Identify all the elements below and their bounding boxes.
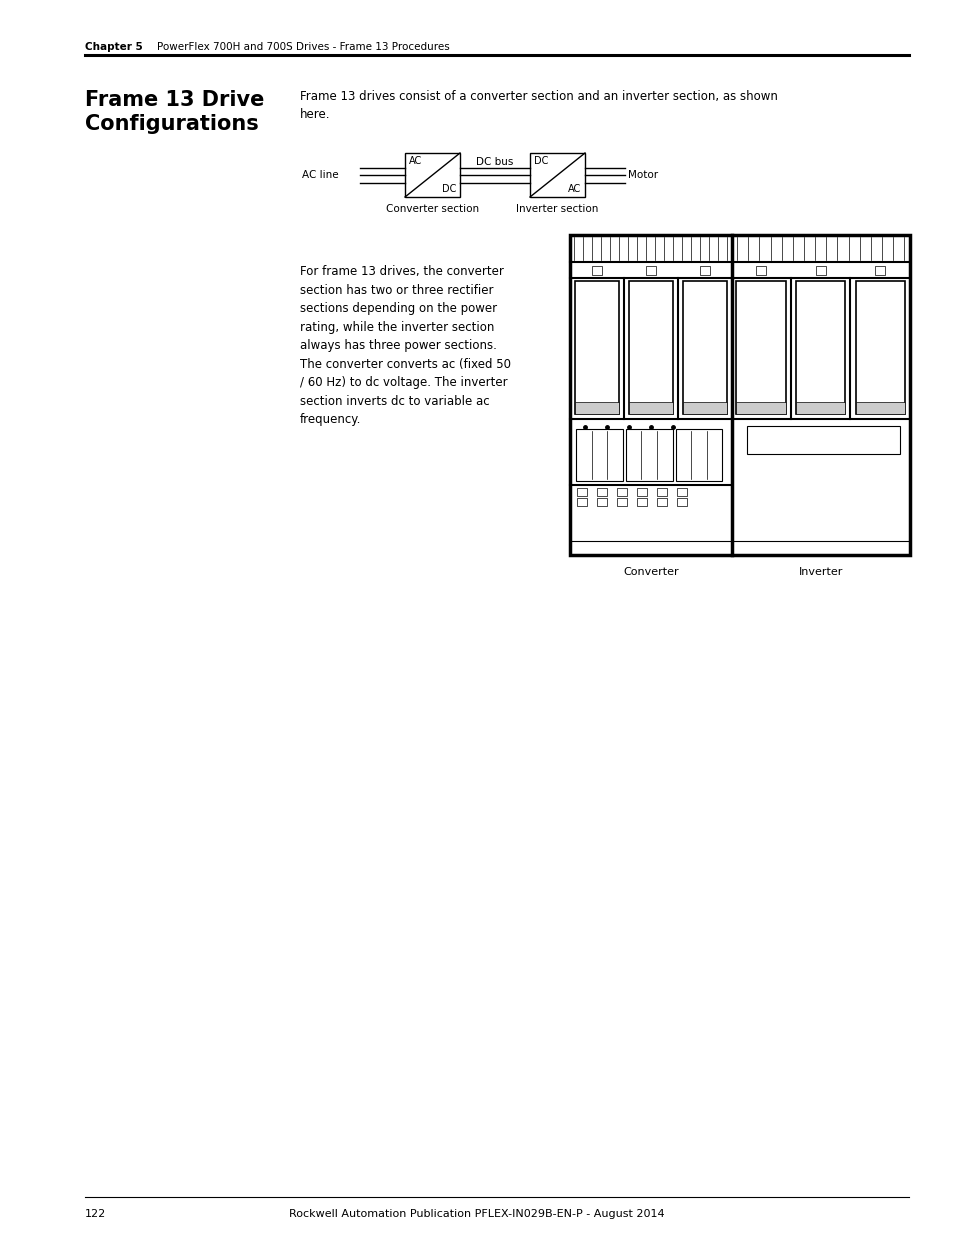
Bar: [675, 429, 721, 480]
Bar: [617, 498, 626, 505]
Bar: [628, 282, 672, 414]
Bar: [577, 498, 586, 505]
Bar: [657, 488, 666, 495]
Bar: [699, 266, 709, 274]
Text: Inverter section: Inverter section: [516, 204, 598, 214]
Text: DC: DC: [441, 184, 456, 194]
Text: DC: DC: [534, 156, 548, 165]
Text: Motor: Motor: [627, 170, 658, 180]
Bar: [795, 403, 844, 414]
Bar: [628, 403, 672, 414]
Text: For frame 13 drives, the converter
section has two or three rectifier
sections d: For frame 13 drives, the converter secti…: [299, 266, 511, 426]
Bar: [569, 235, 909, 555]
Bar: [645, 266, 655, 274]
Text: 122: 122: [85, 1209, 106, 1219]
Text: PowerFlex 700H and 700S Drives - Frame 13 Procedures: PowerFlex 700H and 700S Drives - Frame 1…: [157, 42, 449, 52]
Text: Inverter: Inverter: [798, 567, 842, 577]
Text: Frame 13 drives consist of a converter section and an inverter section, as shown: Frame 13 drives consist of a converter s…: [299, 90, 777, 121]
Text: AC: AC: [409, 156, 422, 165]
Bar: [405, 153, 459, 198]
Bar: [855, 403, 904, 414]
Bar: [677, 498, 686, 505]
Text: Chapter 5: Chapter 5: [85, 42, 143, 52]
Bar: [597, 498, 606, 505]
Bar: [597, 488, 606, 495]
Bar: [855, 282, 904, 414]
Bar: [874, 266, 884, 274]
Bar: [625, 429, 672, 480]
Text: Converter section: Converter section: [386, 204, 478, 214]
Bar: [617, 488, 626, 495]
Bar: [576, 429, 622, 480]
Bar: [756, 266, 765, 274]
Text: Converter: Converter: [622, 567, 678, 577]
Text: AC line: AC line: [302, 170, 338, 180]
Bar: [637, 498, 646, 505]
Bar: [575, 403, 618, 414]
Bar: [575, 282, 618, 414]
Bar: [682, 282, 726, 414]
Text: AC: AC: [567, 184, 580, 194]
Bar: [530, 153, 584, 198]
Text: DC bus: DC bus: [476, 157, 513, 167]
Bar: [795, 282, 844, 414]
Bar: [815, 266, 825, 274]
Bar: [677, 488, 686, 495]
Bar: [745, 426, 899, 454]
Bar: [736, 403, 785, 414]
Bar: [591, 266, 601, 274]
Text: Rockwell Automation Publication PFLEX-IN029B-EN-P - August 2014: Rockwell Automation Publication PFLEX-IN…: [289, 1209, 664, 1219]
Bar: [682, 403, 726, 414]
Bar: [577, 488, 586, 495]
Bar: [657, 498, 666, 505]
Bar: [637, 488, 646, 495]
Bar: [736, 282, 785, 414]
Text: Frame 13 Drive
Configurations: Frame 13 Drive Configurations: [85, 90, 264, 135]
